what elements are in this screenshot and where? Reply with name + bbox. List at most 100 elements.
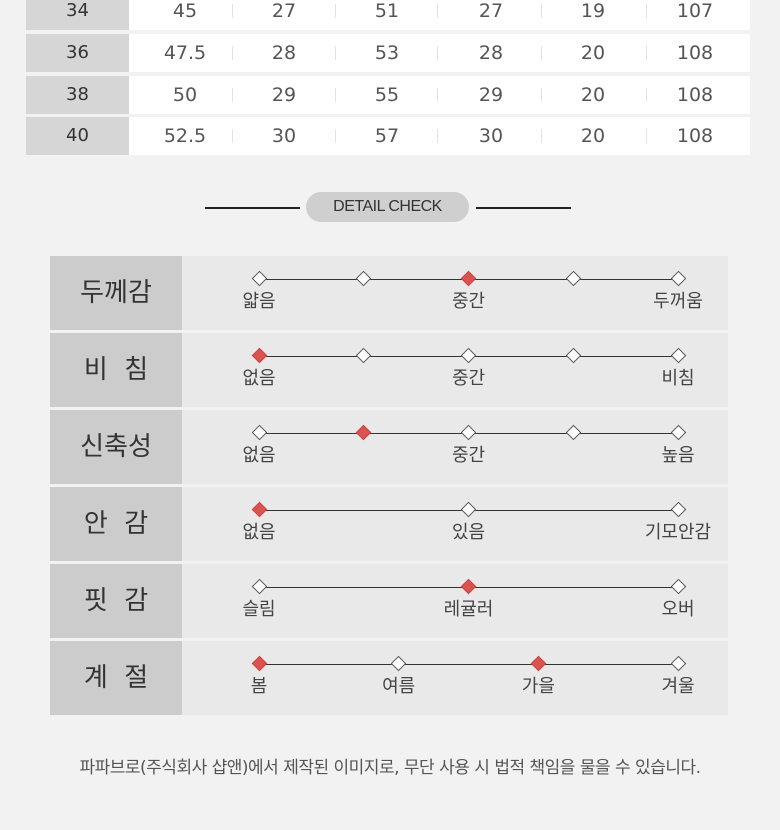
size-cell: 28 bbox=[478, 42, 504, 64]
scale-line bbox=[259, 664, 678, 665]
size-cell: 20 bbox=[580, 84, 606, 106]
scale-option-label: 중간 bbox=[451, 445, 486, 466]
size-cell: 28 bbox=[271, 42, 297, 64]
diamond-icon bbox=[460, 424, 477, 441]
cell-separator bbox=[646, 88, 647, 102]
scale-option-label: 없음 bbox=[242, 445, 276, 466]
size-cell: 107 bbox=[676, 0, 714, 22]
cell-separator bbox=[335, 88, 336, 102]
size-row: 36 47.5 28 53 28 20 108 bbox=[26, 34, 750, 72]
size-cell: 29 bbox=[478, 84, 504, 106]
scale-option-label: 높음 bbox=[661, 445, 695, 466]
diamond-icon bbox=[670, 270, 686, 287]
scale-option-label: 얇음 bbox=[242, 291, 276, 312]
selected-diamond-icon bbox=[251, 501, 267, 518]
scale-option-label: 없음 bbox=[242, 368, 276, 389]
detail-check-right-line bbox=[476, 207, 571, 209]
diamond-icon bbox=[565, 270, 582, 287]
scale-option-label: 레귤러 bbox=[443, 599, 494, 620]
size-label: 36 bbox=[26, 34, 129, 72]
diamond-icon bbox=[670, 501, 686, 518]
detail-row: 핏 감 슬림 레귤러 오버 bbox=[50, 564, 728, 638]
detail-row-label: 안 감 bbox=[50, 487, 182, 561]
size-cell: 108 bbox=[676, 125, 714, 147]
size-row: 34 45 27 51 27 19 107 bbox=[26, 0, 750, 30]
cell-separator bbox=[437, 46, 438, 60]
detail-row-label: 두께감 bbox=[50, 256, 182, 330]
diamond-icon bbox=[251, 424, 267, 441]
size-label: 40 bbox=[26, 117, 129, 155]
scale-option-label: 슬림 bbox=[242, 599, 276, 620]
diamond-icon bbox=[251, 270, 267, 287]
diamond-icon bbox=[565, 347, 582, 364]
cell-separator bbox=[646, 46, 647, 60]
scale-option-label: 두꺼움 bbox=[653, 291, 703, 312]
scale-option-label: 봄 bbox=[250, 676, 268, 697]
cell-separator bbox=[541, 129, 542, 143]
size-cell: 53 bbox=[374, 42, 400, 64]
detail-scale: 슬림 레귤러 오버 bbox=[182, 564, 728, 638]
scale-option-label: 겨울 bbox=[661, 676, 695, 697]
size-cell: 30 bbox=[478, 125, 504, 147]
detail-row-label: 계 절 bbox=[50, 641, 182, 715]
cell-separator bbox=[232, 4, 233, 18]
detail-check-title: DETAIL CHECK bbox=[306, 192, 469, 222]
size-cell: 27 bbox=[478, 0, 504, 22]
scale-option-label: 비침 bbox=[661, 368, 695, 389]
detail-row: 계 절 봄 여름 가을 겨울 bbox=[50, 641, 728, 715]
cell-separator bbox=[437, 88, 438, 102]
size-cell: 45 bbox=[172, 0, 198, 22]
selected-diamond-icon bbox=[460, 578, 477, 595]
cell-separator bbox=[437, 4, 438, 18]
cell-separator bbox=[232, 129, 233, 143]
scale-option-label: 있음 bbox=[451, 522, 486, 543]
size-cell: 108 bbox=[676, 84, 714, 106]
detail-scale: 얇음 중간 두꺼움 bbox=[182, 256, 728, 330]
scale-option-label: 중간 bbox=[451, 368, 486, 389]
selected-diamond-icon bbox=[251, 655, 267, 672]
detail-row: 신축성 없음 중간 높음 bbox=[50, 410, 728, 484]
cell-separator bbox=[541, 4, 542, 18]
scale-option-label: 오버 bbox=[661, 599, 695, 620]
scale-option-label: 가을 bbox=[521, 676, 555, 697]
detail-check-left-line bbox=[205, 207, 300, 209]
cell-separator bbox=[232, 46, 233, 60]
diamond-icon bbox=[670, 578, 686, 595]
cell-separator bbox=[646, 129, 647, 143]
size-cell: 57 bbox=[374, 125, 400, 147]
diamond-icon bbox=[670, 655, 686, 672]
detail-scale: 없음 중간 높음 bbox=[182, 410, 728, 484]
cell-separator bbox=[646, 4, 647, 18]
size-cell: 20 bbox=[580, 125, 606, 147]
diamond-icon bbox=[355, 347, 372, 364]
size-cell: 30 bbox=[271, 125, 297, 147]
diamond-icon bbox=[670, 347, 686, 364]
size-cell: 108 bbox=[676, 42, 714, 64]
size-row: 40 52.5 30 57 30 20 108 bbox=[26, 117, 750, 155]
detail-scale: 봄 여름 가을 겨울 bbox=[182, 641, 728, 715]
scale-option-label: 없음 bbox=[242, 522, 276, 543]
size-label: 34 bbox=[26, 0, 129, 30]
size-cell: 52.5 bbox=[163, 125, 207, 147]
selected-diamond-icon bbox=[530, 655, 547, 672]
size-cell: 47.5 bbox=[163, 42, 207, 64]
diamond-icon bbox=[460, 501, 477, 518]
detail-row: 비 침 없음 중간 비침 bbox=[50, 333, 728, 407]
size-label: 38 bbox=[26, 76, 129, 114]
detail-row: 두께감 얇음 중간 두꺼움 bbox=[50, 256, 728, 330]
size-row: 38 50 29 55 29 20 108 bbox=[26, 76, 750, 114]
size-cell: 27 bbox=[271, 0, 297, 22]
diamond-icon bbox=[251, 578, 267, 595]
cell-separator bbox=[541, 88, 542, 102]
selected-diamond-icon bbox=[460, 270, 477, 287]
scale-option-label: 여름 bbox=[382, 676, 416, 697]
detail-row: 안 감 없음 있음 기모안감 bbox=[50, 487, 728, 561]
detail-row-label: 비 침 bbox=[50, 333, 182, 407]
cell-separator bbox=[541, 46, 542, 60]
cell-separator bbox=[335, 4, 336, 18]
cell-separator bbox=[437, 129, 438, 143]
cell-separator bbox=[335, 46, 336, 60]
scale-option-label: 중간 bbox=[451, 291, 486, 312]
size-cell: 19 bbox=[580, 0, 606, 22]
selected-diamond-icon bbox=[355, 424, 372, 441]
